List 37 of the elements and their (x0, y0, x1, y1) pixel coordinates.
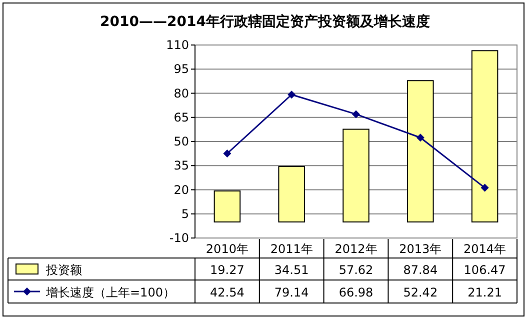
point (480, 184, 489, 192)
point (223, 150, 232, 158)
x-tick-label: 2014年 (464, 242, 506, 256)
x-tick-label: 2012年 (334, 242, 378, 256)
data-label: 106.47 (464, 263, 506, 277)
y-tick-label: 5 (181, 206, 189, 221)
y-tick-label: 20 (174, 182, 189, 197)
bar (214, 190, 241, 222)
point (352, 110, 360, 118)
data-label: 66.98 (338, 286, 374, 300)
x-tick-label: 2013年 (399, 242, 442, 256)
y-tick-label: 95 (174, 62, 189, 76)
y-tick-label: 50 (174, 134, 189, 148)
y-tick-label: 35 (174, 158, 189, 173)
data-label: 21.21 (468, 286, 502, 300)
chart-title: 2010——2014年行政辖固定资产投资额及增长速度 (100, 13, 430, 30)
y-tick-label: -10 (169, 231, 189, 245)
x-tick-label: 2010年 (206, 242, 248, 256)
data-label: 87.84 (403, 263, 438, 277)
data-label: 79.14 (274, 286, 309, 300)
bar (407, 80, 434, 222)
data-label: 19.27 (210, 263, 244, 277)
bar (342, 128, 370, 222)
data-label: 34.51 (274, 263, 309, 277)
x-tick-label: 2011年 (270, 242, 313, 256)
point (416, 134, 424, 142)
data-label: 57.62 (338, 263, 374, 277)
legend-label: 增长速度（上年=100） (45, 286, 175, 300)
bar (471, 50, 498, 222)
bar (278, 166, 305, 222)
data-label: 52.42 (403, 286, 438, 300)
y-tick-label: 65 (174, 110, 189, 124)
data-label: 42.54 (210, 286, 244, 300)
point (288, 90, 296, 99)
legend-label: 投资额 (45, 263, 82, 277)
y-tick-label: 80 (174, 86, 189, 100)
y-tick-label: 110 (166, 38, 189, 52)
